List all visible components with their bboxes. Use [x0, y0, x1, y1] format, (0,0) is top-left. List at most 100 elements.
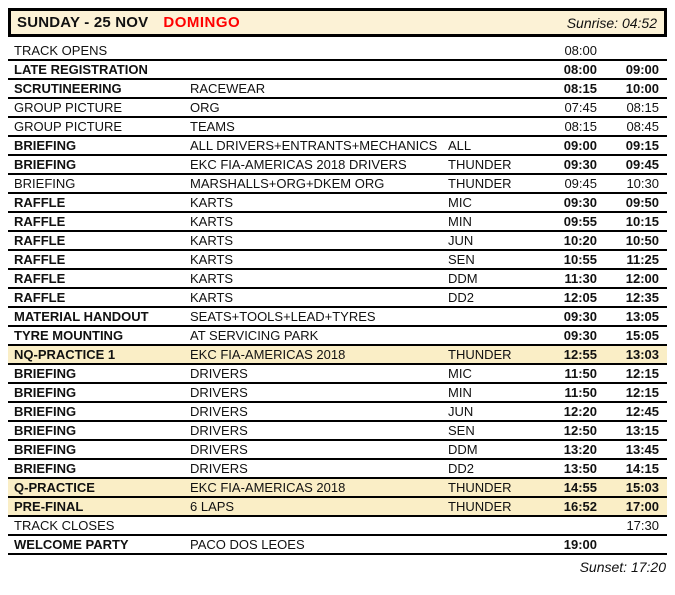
category-label: MIN	[448, 385, 472, 400]
table-row: TRACK OPENS 08:00	[8, 42, 667, 61]
start-time: 09:30	[563, 157, 597, 172]
schedule-table: TRACK OPENS 08:00 LATE REGISTRATION 08:0…	[8, 42, 667, 555]
end-time: 13:15	[625, 423, 659, 438]
end-time: 17:00	[625, 499, 659, 514]
table-row: TYRE MOUNTING AT SERVICING PARK 09:30 15…	[8, 327, 667, 346]
activity-label: BRIEFING	[14, 366, 77, 381]
start-time: 09:30	[563, 309, 597, 324]
sunset-label: Sunset: 17:20	[579, 559, 666, 575]
start-time: 09:30	[563, 328, 597, 343]
end-time: 09:15	[625, 138, 659, 153]
start-time: 14:55	[563, 480, 597, 495]
start-time: 13:50	[563, 461, 597, 476]
activity-label: RAFFLE	[14, 195, 66, 210]
activity-label: SCRUTINEERING	[14, 81, 122, 96]
activity-label: MATERIAL HANDOUT	[14, 309, 149, 324]
start-time: 11:50	[564, 385, 597, 400]
activity-label: BRIEFING	[14, 423, 77, 438]
activity-label: TRACK OPENS	[14, 43, 108, 58]
table-row: TRACK CLOSES 17:30	[8, 517, 667, 536]
end-time: 10:30	[626, 176, 659, 191]
start-time: 11:50	[564, 366, 597, 381]
detail-label: 6 LAPS	[190, 499, 235, 514]
table-row: RAFFLE KARTS JUN 10:20 10:50	[8, 232, 667, 251]
detail-label: KARTS	[190, 252, 234, 267]
table-row: RAFFLE KARTS DD2 12:05 12:35	[8, 289, 667, 308]
table-row: BRIEFING MARSHALLS+ORG+DKEM ORG THUNDER …	[8, 175, 667, 194]
end-time: 10:00	[625, 81, 659, 96]
end-time: 08:15	[626, 100, 659, 115]
start-time: 09:45	[564, 176, 597, 191]
end-time: 11:25	[626, 252, 659, 267]
category-label: DDM	[448, 271, 478, 286]
activity-label: NQ-PRACTICE 1	[14, 347, 116, 362]
start-time: 11:30	[564, 271, 597, 286]
detail-label: KARTS	[190, 290, 234, 305]
table-row: RAFFLE KARTS MIN 09:55 10:15	[8, 213, 667, 232]
detail-label: DRIVERS	[190, 423, 248, 438]
day-title: SUNDAY - 25 NOV	[17, 14, 149, 31]
table-row: RAFFLE KARTS SEN 10:55 11:25	[8, 251, 667, 270]
category-label: SEN	[448, 252, 475, 267]
end-time: 13:03	[625, 347, 659, 362]
activity-label: RAFFLE	[14, 233, 66, 248]
start-time: 07:45	[564, 100, 597, 115]
detail-label: KARTS	[190, 233, 234, 248]
day-name-local: DOMINGO	[163, 14, 241, 31]
table-row: RAFFLE KARTS MIC 09:30 09:50	[8, 194, 667, 213]
activity-label: BRIEFING	[14, 404, 77, 419]
activity-label: RAFFLE	[14, 271, 66, 286]
activity-label: TYRE MOUNTING	[14, 328, 124, 343]
detail-label: ORG	[190, 100, 220, 115]
activity-label: BRIEFING	[14, 385, 77, 400]
end-time: 13:45	[625, 442, 659, 457]
table-row: WELCOME PARTY PACO DOS LEOES 19:00	[8, 536, 667, 555]
start-time: 16:52	[563, 499, 597, 514]
table-row: PRE-FINAL 6 LAPS THUNDER 16:52 17:00	[8, 498, 667, 517]
day-header: SUNDAY - 25 NOV DOMINGO Sunrise: 04:52	[8, 8, 667, 37]
table-row: GROUP PICTURE ORG 07:45 08:15	[8, 99, 667, 118]
category-label: DD2	[448, 290, 475, 305]
activity-label: GROUP PICTURE	[14, 100, 123, 115]
end-time: 12:00	[625, 271, 659, 286]
detail-label: KARTS	[190, 195, 234, 210]
detail-label: DRIVERS	[190, 385, 248, 400]
start-time: 12:50	[563, 423, 597, 438]
detail-label: DRIVERS	[190, 404, 248, 419]
table-row: BRIEFING EKC FIA-AMERICAS 2018 DRIVERS T…	[8, 156, 667, 175]
end-time: 12:15	[625, 366, 659, 381]
start-time: 13:20	[563, 442, 597, 457]
end-time: 13:05	[625, 309, 659, 324]
activity-label: TRACK CLOSES	[14, 518, 115, 533]
category-label: JUN	[448, 233, 474, 248]
start-time: 10:55	[563, 252, 597, 267]
category-label: SEN	[448, 423, 475, 438]
end-time: 10:15	[625, 214, 659, 229]
table-row: LATE REGISTRATION 08:00 09:00	[8, 61, 667, 80]
category-label: THUNDER	[448, 480, 512, 495]
start-time: 08:00	[563, 62, 597, 77]
activity-label: BRIEFING	[14, 138, 77, 153]
start-time: 08:15	[564, 119, 597, 134]
detail-label: PACO DOS LEOES	[190, 537, 305, 552]
end-time: 09:45	[625, 157, 659, 172]
end-time: 12:35	[625, 290, 659, 305]
table-row: MATERIAL HANDOUT SEATS+TOOLS+LEAD+TYRES …	[8, 308, 667, 327]
end-time: 14:15	[625, 461, 659, 476]
activity-label: BRIEFING	[14, 176, 76, 191]
start-time: 12:55	[563, 347, 597, 362]
start-time: 12:05	[563, 290, 597, 305]
activity-label: LATE REGISTRATION	[14, 62, 148, 77]
category-label: DD2	[448, 461, 475, 476]
table-row: BRIEFING DRIVERS DDM 13:20 13:45	[8, 441, 667, 460]
start-time: 09:30	[563, 195, 597, 210]
start-time: 10:20	[563, 233, 597, 248]
end-time: 15:05	[625, 328, 659, 343]
activity-label: PRE-FINAL	[14, 499, 84, 514]
table-row: BRIEFING DRIVERS JUN 12:20 12:45	[8, 403, 667, 422]
table-row: BRIEFING DRIVERS MIC 11:50 12:15	[8, 365, 667, 384]
start-time: 09:55	[563, 214, 597, 229]
sunrise-label: Sunrise: 04:52	[566, 14, 657, 31]
activity-label: BRIEFING	[14, 157, 77, 172]
activity-label: WELCOME PARTY	[14, 537, 129, 552]
